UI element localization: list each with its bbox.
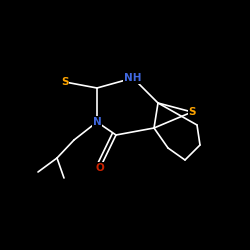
Text: N: N <box>92 117 102 127</box>
Text: NH: NH <box>124 73 142 83</box>
Text: S: S <box>61 77 69 87</box>
Text: S: S <box>188 107 196 117</box>
Text: O: O <box>96 163 104 173</box>
